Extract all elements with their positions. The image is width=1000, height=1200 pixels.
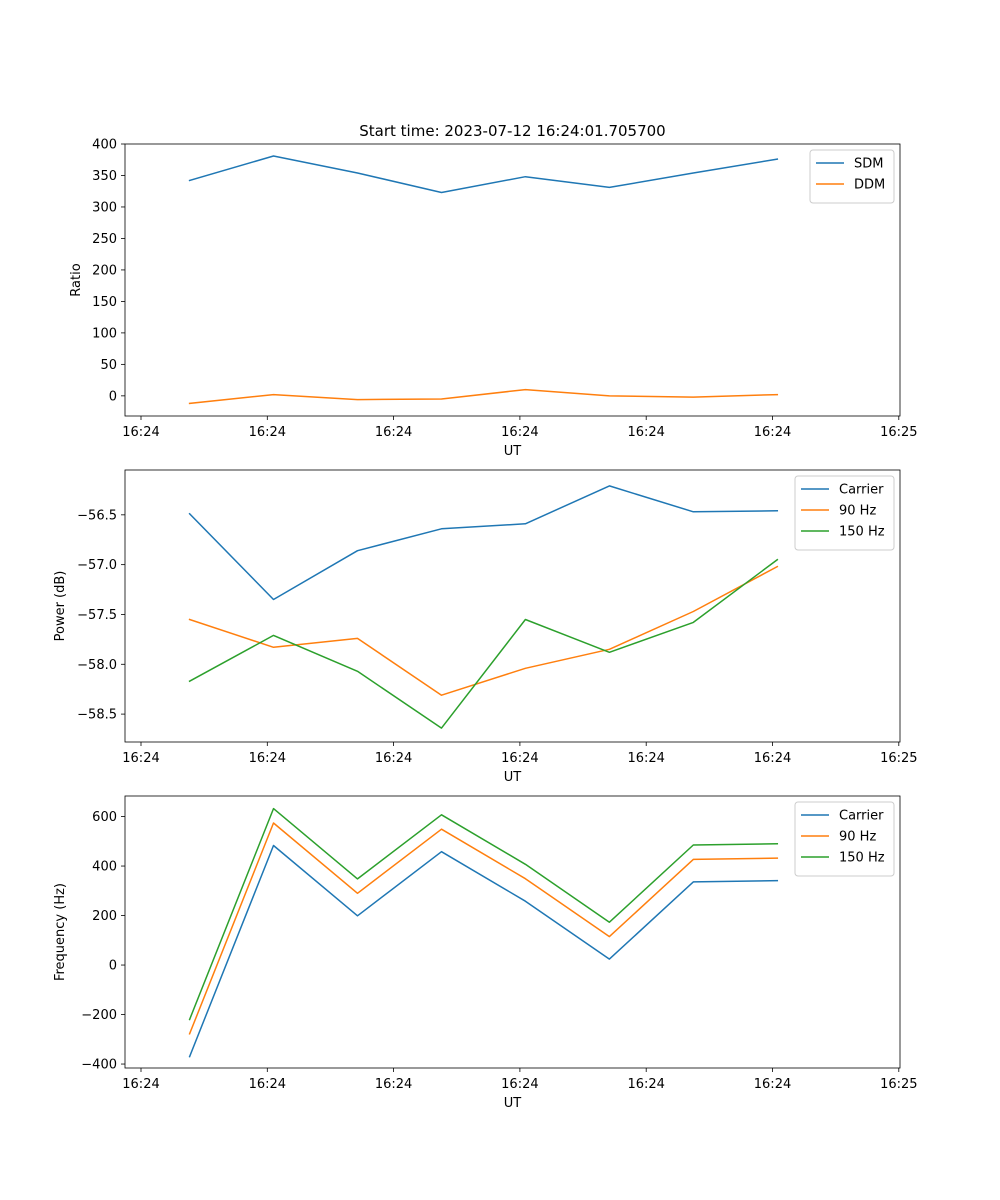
legend-label: 90 Hz — [839, 504, 876, 519]
x-tick-label: 16:24 — [627, 1077, 664, 1092]
x-axis-label: UT — [504, 1096, 522, 1111]
x-tick-label: 16:24 — [122, 425, 159, 440]
y-tick-label: −58.5 — [77, 708, 117, 723]
axes-frame — [124, 795, 901, 1069]
series-line-150-hz — [188, 558, 779, 729]
x-tick-label: 16:24 — [375, 425, 412, 440]
legend-label: Carrier — [839, 483, 884, 498]
y-tick-label: 350 — [92, 169, 117, 184]
legend: SDM DDM — [809, 149, 895, 204]
legend-label: 150 Hz — [839, 851, 885, 866]
y-tick-label: −57.5 — [77, 608, 117, 623]
subplot-1: 16:24 16:24 16:24 16:24 16:24 16:24 16:25 0 50 10… — [69, 138, 918, 460]
legend: Carrier 90 Hz 150 Hz — [794, 801, 895, 877]
series-line-carrier — [188, 485, 779, 601]
y-tick-label: 50 — [100, 358, 117, 373]
legend-label: Carrier — [839, 809, 884, 824]
series-line-150-hz — [188, 807, 779, 1021]
y-tick-label: 150 — [92, 295, 117, 310]
x-axis-label: UT — [504, 770, 522, 785]
y-tick-label: 400 — [92, 860, 117, 875]
y-tick-label: 250 — [92, 232, 117, 247]
series-line-90-hz — [188, 565, 779, 696]
y-tick-label: 300 — [92, 200, 117, 215]
y-axis-label: Ratio — [69, 263, 84, 296]
x-tick-label: 16:25 — [880, 425, 917, 440]
x-tick-label: 16:24 — [501, 1077, 538, 1092]
series-line-90-hz — [188, 822, 779, 1035]
series-line-ddm — [188, 388, 779, 405]
y-tick-label: 0 — [109, 389, 117, 404]
x-tick-label: 16:25 — [880, 1077, 917, 1092]
axes-frame — [124, 469, 901, 743]
x-tick-label: 16:24 — [249, 1077, 286, 1092]
x-tick-label: 16:24 — [754, 1077, 791, 1092]
x-tick-label: 16:24 — [375, 1077, 412, 1092]
x-tick-label: 16:24 — [627, 751, 664, 766]
x-tick-label: 16:24 — [501, 425, 538, 440]
y-axis-label: Frequency (Hz) — [53, 883, 68, 981]
legend: Carrier 90 Hz 150 Hz — [794, 475, 895, 551]
y-tick-label: 600 — [92, 810, 117, 825]
series-line-carrier — [188, 844, 779, 1058]
x-tick-label: 16:24 — [249, 751, 286, 766]
y-tick-label: −400 — [81, 1058, 117, 1073]
y-tick-label: −200 — [81, 1008, 117, 1023]
y-tick-label: −56.5 — [77, 508, 117, 523]
x-tick-label: 16:24 — [122, 751, 159, 766]
y-tick-label: 200 — [92, 909, 117, 924]
x-tick-label: 16:25 — [880, 751, 917, 766]
x-tick-label: 16:24 — [375, 751, 412, 766]
legend-label: SDM — [854, 157, 883, 172]
x-tick-label: 16:24 — [249, 425, 286, 440]
subplot-2: 16:24 16:24 16:24 16:24 16:24 16:24 16:25 −58.5… — [53, 469, 918, 785]
axes-frame — [124, 143, 901, 417]
y-tick-label: 0 — [109, 959, 117, 974]
subplot-3: 16:24 16:24 16:24 16:24 16:24 16:24 16:25 −400 −… — [53, 795, 918, 1111]
legend-label: DDM — [854, 178, 885, 193]
x-tick-label: 16:24 — [754, 751, 791, 766]
y-axis-label: Power (dB) — [53, 571, 68, 642]
y-tick-label: 100 — [92, 326, 117, 341]
x-axis-label: UT — [504, 444, 522, 459]
y-tick-label: 200 — [92, 263, 117, 278]
y-tick-label: −58.0 — [77, 658, 117, 673]
legend-label: 150 Hz — [839, 525, 885, 540]
y-tick-label: 400 — [92, 138, 117, 153]
figure-title: Start time: 2023-07-12 16:24:01.705700 — [359, 122, 665, 140]
x-tick-label: 16:24 — [501, 751, 538, 766]
x-tick-label: 16:24 — [754, 425, 791, 440]
x-tick-label: 16:24 — [122, 1077, 159, 1092]
series-line-sdm — [188, 155, 779, 194]
x-tick-label: 16:24 — [627, 425, 664, 440]
y-tick-label: −57.0 — [77, 558, 117, 573]
legend-label: 90 Hz — [839, 830, 876, 845]
